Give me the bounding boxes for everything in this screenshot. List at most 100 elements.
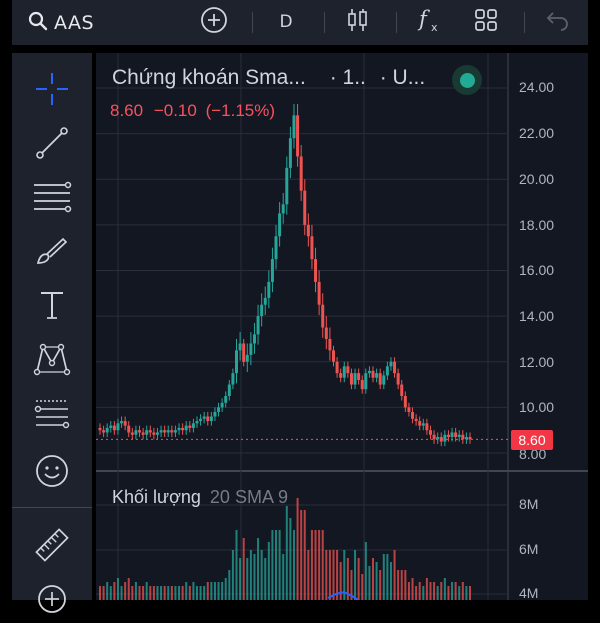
candle-body <box>173 430 177 433</box>
interval-button[interactable]: D <box>279 12 293 32</box>
candle-body <box>296 115 300 157</box>
candle-body <box>245 354 249 362</box>
legend-meta-source: · U... <box>379 66 426 89</box>
price-chart[interactable] <box>96 53 588 600</box>
emoji-icon <box>34 453 70 493</box>
crosshair-icon <box>34 71 70 111</box>
volume-bar <box>458 586 461 600</box>
volume-bar <box>163 586 166 600</box>
candle-body <box>371 370 375 378</box>
volume-bar <box>451 582 454 600</box>
volume-bar <box>285 506 288 600</box>
crosshair-tool[interactable] <box>30 69 74 113</box>
symbol-search[interactable]: AAS <box>28 11 198 35</box>
candle-body <box>148 430 152 433</box>
volume-bar <box>127 578 130 600</box>
price-axis-tick: 24.00 <box>519 79 555 95</box>
layout-button[interactable] <box>470 6 502 38</box>
emoji-tool[interactable] <box>30 451 74 495</box>
candle-body <box>184 425 188 431</box>
price-axis-tick: 18.00 <box>519 217 555 233</box>
volume-bar <box>224 578 227 600</box>
volume-bar <box>221 582 224 600</box>
candle-body <box>213 411 217 417</box>
candle-body <box>407 407 411 412</box>
candle-body <box>116 423 120 431</box>
svg-text:x: x <box>431 21 438 34</box>
fib-tool[interactable] <box>30 177 74 221</box>
volume-bar <box>239 558 242 600</box>
brush-tool[interactable] <box>30 231 74 275</box>
volume-bar <box>469 586 471 600</box>
trendline-icon <box>34 125 70 165</box>
market-open-dot-icon <box>459 72 475 88</box>
undo-button[interactable] <box>542 6 574 38</box>
compare-button[interactable] <box>198 6 230 38</box>
chart-area[interactable]: Chứng khoán Sma... · 1.. · U... 8.60 −0.… <box>96 53 588 601</box>
ruler-icon <box>34 527 70 567</box>
legend-change-pct: (−1.15%) <box>205 101 276 120</box>
market-status-indicator[interactable] <box>452 65 482 95</box>
candle-body <box>209 416 213 422</box>
volume-bar <box>282 554 285 600</box>
volume-bar <box>325 550 328 600</box>
volume-bar <box>346 558 349 600</box>
candle-body <box>274 236 278 260</box>
candle-body <box>349 373 353 385</box>
volume-bar <box>397 570 400 600</box>
price-axis-tick: 10.00 <box>519 399 555 415</box>
volume-bar <box>429 582 432 600</box>
volume-bar <box>102 586 105 600</box>
candle-body <box>181 427 185 431</box>
toolbar-divider <box>524 12 525 33</box>
text-tool[interactable] <box>30 285 74 329</box>
volume-bar <box>99 586 101 600</box>
legend-symbol-name: Chứng khoán Sma... <box>112 66 306 89</box>
legend-change: −0.10 <box>153 101 197 120</box>
volume-bar <box>350 570 353 600</box>
volume-bar <box>106 582 109 600</box>
legend-title[interactable]: Chứng khoán Sma... · 1.. · U... <box>112 66 425 90</box>
volume-bar <box>372 558 375 600</box>
candle-body <box>188 425 192 428</box>
symbol-name: AAS <box>54 11 95 34</box>
volume-bar <box>134 582 137 600</box>
add-icon <box>200 6 228 38</box>
volume-bar <box>422 586 425 600</box>
candle-body <box>306 224 310 237</box>
volume-bar <box>185 582 188 600</box>
chart-type-button[interactable] <box>342 6 374 38</box>
volume-bar <box>195 586 198 600</box>
volume-bar <box>300 510 303 600</box>
prediction-tool[interactable] <box>30 393 74 437</box>
pattern-tool[interactable] <box>30 339 74 383</box>
undo-icon <box>546 9 570 35</box>
volume-bar <box>393 550 396 600</box>
candle-body <box>288 138 292 168</box>
candle-body <box>468 437 472 440</box>
zoom-tool[interactable] <box>30 579 74 623</box>
legend-price: 8.60 −0.10 (−1.15%) <box>110 101 275 121</box>
price-axis-tick: 16.00 <box>519 262 555 278</box>
volume-bar <box>152 586 155 600</box>
volume-bar <box>178 586 181 600</box>
volume-bar <box>289 518 292 600</box>
drawing-toolbar <box>12 53 92 613</box>
volume-legend[interactable]: Khối lượng 20 SMA 9 <box>112 487 288 508</box>
trendline-tool[interactable] <box>30 123 74 167</box>
volume-bar <box>303 510 306 600</box>
volume-bar <box>375 562 378 600</box>
candle-body <box>314 259 318 282</box>
volume-bar <box>249 550 252 600</box>
volume-bar <box>203 586 206 600</box>
ruler-tool[interactable] <box>30 525 74 569</box>
price-axis-tick: 20.00 <box>519 171 555 187</box>
candle-body <box>159 430 163 433</box>
candle-body <box>130 432 134 435</box>
volume-bar <box>231 550 234 600</box>
candle-body <box>202 416 206 419</box>
volume-bar <box>379 570 382 600</box>
candle-body <box>109 425 113 428</box>
